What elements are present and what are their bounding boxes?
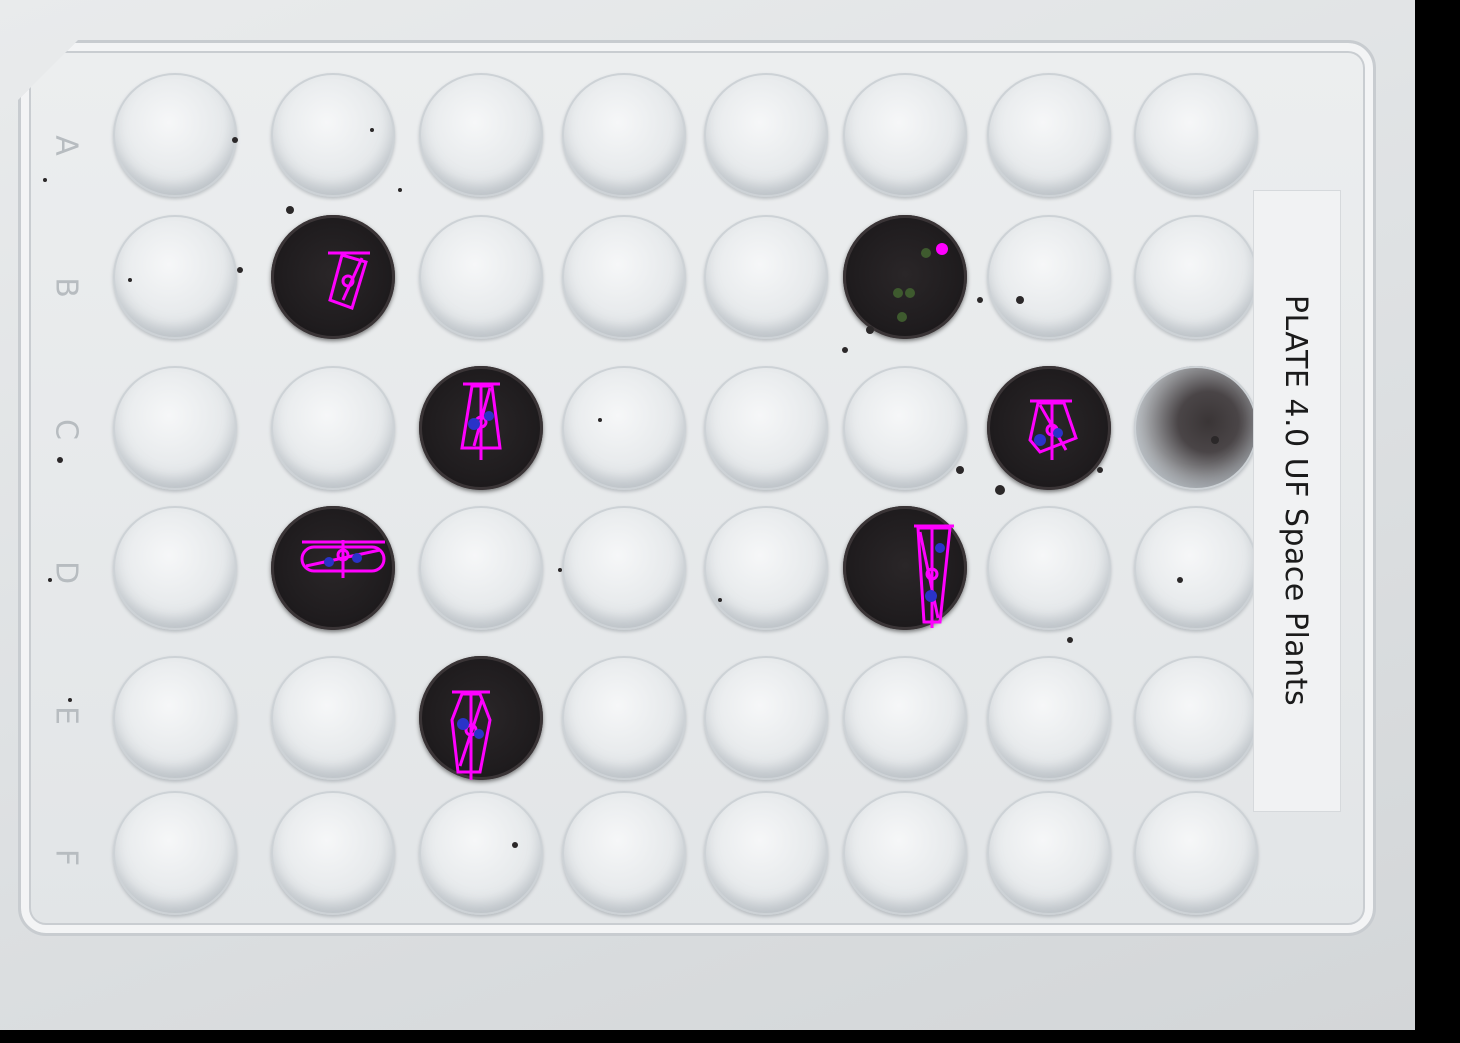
soil-speck — [43, 178, 47, 182]
plate-well — [419, 791, 543, 915]
annotation-overlay — [300, 243, 1078, 780]
plate-well — [1134, 656, 1258, 780]
seedling-annotation — [300, 540, 386, 578]
soil-speck — [977, 297, 983, 303]
plate-well — [704, 73, 828, 197]
plate-well — [704, 656, 828, 780]
plate-well — [113, 656, 237, 780]
seedling-annotation — [450, 690, 492, 780]
soil-speck — [842, 347, 848, 353]
plate-well — [271, 791, 395, 915]
plate-well — [843, 73, 967, 197]
soil-speck — [1211, 436, 1219, 444]
soil-speck — [237, 267, 243, 273]
soil-speck — [128, 278, 132, 282]
plate-well — [562, 656, 686, 780]
soil-speck — [370, 128, 374, 132]
plate-well — [562, 73, 686, 197]
plate-well — [562, 215, 686, 339]
plate-well — [704, 791, 828, 915]
plate-well — [987, 791, 1111, 915]
seedling-dot — [893, 288, 903, 298]
plate-well — [843, 366, 967, 490]
soil-speck — [286, 206, 294, 214]
plate-well — [113, 73, 237, 197]
plate-well — [987, 73, 1111, 197]
plate-well — [1134, 791, 1258, 915]
plate-well — [271, 656, 395, 780]
plate-well — [562, 506, 686, 630]
plate-well — [113, 366, 237, 490]
plate-label-strip — [1253, 190, 1341, 812]
plate-label: PLATE 4.0 UF Space Plants — [1278, 294, 1314, 706]
soil-speck — [558, 568, 562, 572]
seedling-dot — [897, 312, 907, 322]
plate-well — [113, 215, 237, 339]
seedling-annotation — [460, 382, 502, 460]
plate-well — [1134, 73, 1258, 197]
plate-photo: A B C D E F — [0, 0, 1415, 1030]
plate-well — [419, 506, 543, 630]
plate-well — [987, 506, 1111, 630]
seedling-annotation — [1028, 399, 1078, 460]
seedling-dot — [921, 248, 931, 258]
soil-speck — [866, 326, 874, 334]
soil-speck — [956, 466, 964, 474]
plate-well — [704, 506, 828, 630]
plate-well — [419, 215, 543, 339]
soil-speck — [718, 598, 722, 602]
seedling-annotation — [328, 251, 370, 310]
seedling-marker — [936, 243, 948, 255]
soil-speck — [1067, 637, 1073, 643]
soil-speck — [598, 418, 602, 422]
soil-speck — [995, 485, 1005, 495]
plate-well — [271, 73, 395, 197]
plate-well — [843, 656, 967, 780]
plate-well — [271, 366, 395, 490]
soil-speck — [1016, 296, 1024, 304]
plate-well — [843, 791, 967, 915]
seedling-annotation — [914, 524, 954, 628]
plate-well — [113, 791, 237, 915]
plate-well — [704, 366, 828, 490]
well-plate — [18, 40, 1376, 936]
soil-speck — [1177, 577, 1183, 583]
plate-well — [1134, 506, 1258, 630]
soil-speck — [68, 698, 72, 702]
plate-well — [113, 506, 237, 630]
plate-well — [1134, 215, 1258, 339]
plate-well — [1134, 366, 1258, 490]
soil-speck — [57, 457, 63, 463]
soil-speck — [232, 137, 238, 143]
plate-well — [987, 366, 1111, 490]
soil-speck — [398, 188, 402, 192]
plate-well — [271, 215, 395, 339]
plate-well — [704, 215, 828, 339]
soil-speck — [48, 578, 52, 582]
plate-well — [271, 506, 395, 630]
plate-well — [562, 791, 686, 915]
plate-well — [987, 656, 1111, 780]
seedling-dot — [905, 288, 915, 298]
soil-speck — [1097, 467, 1103, 473]
plate-well — [419, 73, 543, 197]
soil-speck — [512, 842, 518, 848]
plate-well — [987, 215, 1111, 339]
plate-well — [562, 366, 686, 490]
